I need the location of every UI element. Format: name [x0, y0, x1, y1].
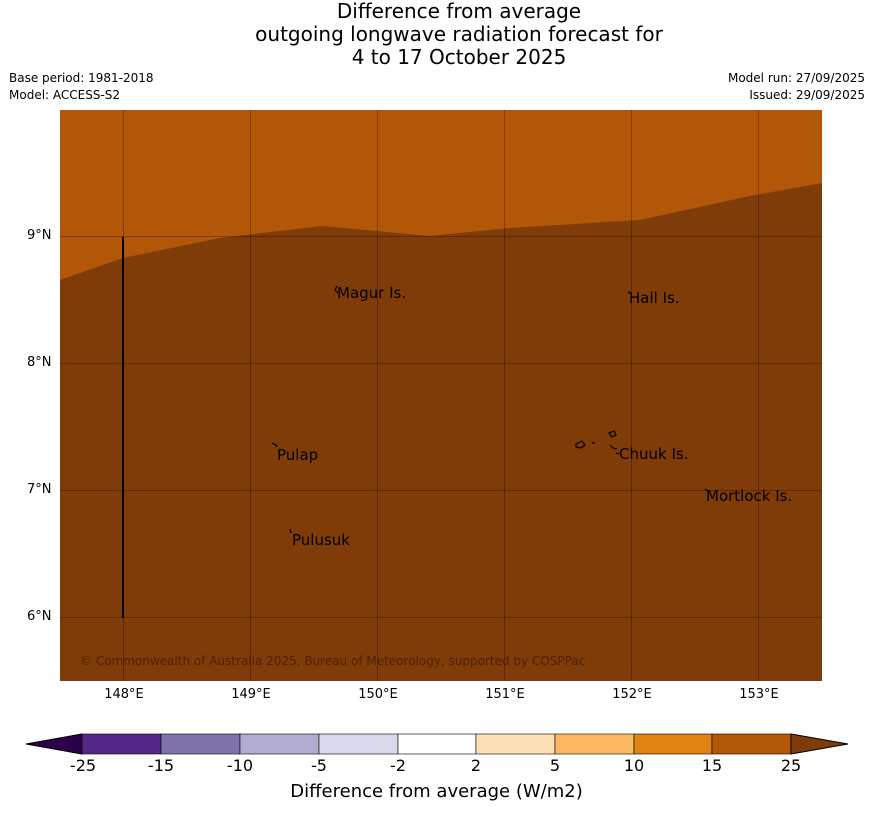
- colorbar-tick-label: 15: [701, 756, 723, 775]
- grid-meridian: [504, 110, 505, 681]
- grid-parallel: [60, 363, 822, 364]
- place-label-mortlock: Mortlock Is.: [706, 487, 793, 505]
- grid-meridian: [123, 110, 124, 681]
- colorbar: [25, 733, 849, 755]
- pulap-island-mark: [271, 442, 278, 448]
- colorbar-high-extension: [790, 733, 849, 755]
- grid-meridian: [377, 110, 378, 681]
- grid-parallel: [60, 236, 822, 237]
- lon-tick-label: 149°E: [231, 687, 271, 702]
- colorbar-low-extension: [25, 733, 83, 755]
- lat-tick-label: 9°N: [27, 228, 52, 243]
- colorbar-tick-label: 5: [549, 756, 561, 775]
- title-line-1: Difference from average: [336, 0, 582, 23]
- fill-above-25: [60, 183, 822, 681]
- lon-tick-label: 153°E: [739, 687, 779, 702]
- grid-meridian: [758, 110, 759, 681]
- lat-tick-label: 6°N: [27, 609, 52, 624]
- colorbar-segment: [554, 733, 635, 755]
- colorbar-title: Difference from average (W/m2): [290, 781, 583, 802]
- lat-tick-label: 7°N: [27, 482, 52, 497]
- colorbar-segment: [160, 733, 241, 755]
- colorbar-tick-label: -25: [69, 756, 97, 775]
- map-panel: Magur Is. Hall Is. Pulap Chuuk Is. Mortl…: [60, 110, 822, 681]
- colorbar-segment: [318, 733, 399, 755]
- mortlock-island-mark: [704, 488, 709, 492]
- place-label-chuuk: Chuuk Is.: [619, 445, 689, 463]
- title-line-3: 4 to 17 October 2025: [351, 45, 567, 69]
- place-label-magur: Magur Is.: [337, 284, 407, 302]
- issued-date: Issued: 29/09/2025: [749, 88, 865, 102]
- base-period: Base period: 1981-2018: [9, 71, 154, 85]
- place-label-pulusuk: Pulusuk: [292, 531, 350, 549]
- island-marks: [271, 285, 709, 534]
- grid-parallel: [60, 617, 822, 618]
- chuuk-island-mark: [575, 430, 620, 455]
- colorbar-tick-label: -5: [311, 756, 327, 775]
- magur-island-mark: [334, 285, 339, 294]
- colorbar-segment: [81, 733, 162, 755]
- colorbar-segment: [239, 733, 320, 755]
- colorbar-segment: [633, 733, 713, 755]
- colorbar-tick-label: -2: [390, 756, 406, 775]
- grid-meridian: [631, 110, 632, 681]
- copyright-notice: © Commonwealth of Australia 2025, Bureau…: [80, 654, 586, 668]
- place-label-pulap: Pulap: [277, 446, 319, 464]
- colorbar-tick-label: -15: [147, 756, 175, 775]
- lon-tick-label: 150°E: [358, 687, 398, 702]
- lon-tick-label: 151°E: [485, 687, 525, 702]
- place-label-hall: Hall Is.: [629, 289, 680, 307]
- colorbar-segment: [475, 733, 556, 755]
- colorbar-tick-label: -10: [226, 756, 254, 775]
- model-name: Model: ACCESS-S2: [9, 88, 121, 102]
- chart-title: Difference from average outgoing longwav…: [0, 0, 873, 69]
- colorbar-tick-label: 2: [470, 756, 482, 775]
- grid-meridian: [250, 110, 251, 681]
- model-run: Model run: 27/09/2025: [727, 71, 865, 85]
- lat-tick-label: 8°N: [27, 355, 52, 370]
- colorbar-tick-label: 25: [780, 756, 802, 775]
- title-line-2: outgoing longwave radiation forecast for: [255, 22, 663, 46]
- grid-parallel: [60, 490, 822, 491]
- meta-left: Base period: 1981-2018 Model: ACCESS-S2: [9, 70, 154, 104]
- colorbar-segment: [711, 733, 792, 755]
- colorbar-segment: [397, 733, 477, 755]
- lon-tick-label: 152°E: [612, 687, 652, 702]
- colorbar-tick-label: 10: [623, 756, 645, 775]
- pulusuk-island-mark: [289, 528, 292, 534]
- map-fill: [60, 110, 822, 681]
- lon-tick-label: 148°E: [104, 687, 144, 702]
- meta-right: Model run: 27/09/2025 Issued: 29/09/2025: [728, 70, 865, 104]
